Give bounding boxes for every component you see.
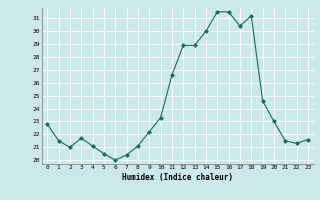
- X-axis label: Humidex (Indice chaleur): Humidex (Indice chaleur): [122, 173, 233, 182]
